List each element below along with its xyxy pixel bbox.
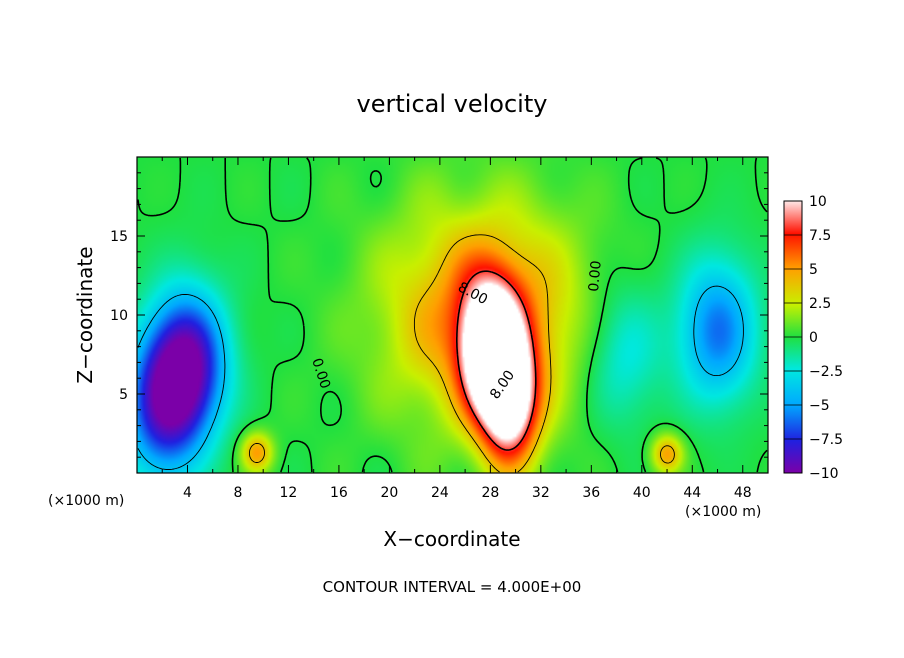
field-image [137, 157, 768, 473]
contour-interval-note: CONTOUR INTERVAL = 4.000E+00 [323, 578, 582, 596]
colorbar-tick-label: 0 [809, 330, 818, 346]
x-tick-label: 40 [633, 485, 651, 501]
colorbar-tick-label: −7.5 [809, 432, 843, 448]
x-tick-label: 16 [330, 485, 348, 501]
colorbar-tick-label: −10 [809, 466, 839, 482]
colorbar-tick-label: −2.5 [809, 364, 843, 380]
y-tick-label: 15 [110, 229, 128, 245]
x-tick-label: 8 [233, 485, 242, 501]
x-axis-ticks: 4 8 12 16 20 24 28 32 36 40 44 48 [161, 157, 752, 501]
x-tick-label: 32 [532, 485, 550, 501]
x-tick-label: 24 [431, 485, 449, 501]
contour-lines [137, 157, 768, 473]
x-tick-label: 4 [183, 485, 192, 501]
x-tick-label: 36 [582, 485, 600, 501]
colorbar: 10 7.5 5 2.5 0 −2.5 −5 −7.5 −10 [783, 194, 843, 482]
contour-line [137, 157, 768, 473]
colorbar-ticks: 10 7.5 5 2.5 0 −2.5 −5 −7.5 −10 [784, 194, 843, 482]
colorbar-tick-label: 7.5 [809, 228, 831, 244]
y-axis-title: Z−coordinate [73, 246, 97, 383]
x-tick-label: 20 [380, 485, 398, 501]
contour-label: 0.00 [586, 260, 605, 292]
colorbar-tick-label: 5 [809, 262, 818, 278]
contour-line [137, 285, 744, 470]
y-unit-label: (×1000 m) [48, 493, 124, 509]
y-tick-label: 10 [110, 308, 128, 324]
x-tick-label: 12 [280, 485, 298, 501]
x-tick-label: 48 [734, 485, 752, 501]
contour-line [248, 234, 675, 473]
colorbar-tick-label: −5 [809, 398, 830, 414]
chart-title: vertical velocity [357, 90, 548, 118]
contour-line [456, 270, 537, 451]
y-tick-label: 5 [119, 387, 128, 403]
x-axis-title: X−coordinate [383, 527, 520, 551]
x-tick-label: 44 [683, 485, 701, 501]
x-unit-label: (×1000 m) [685, 504, 761, 520]
colorbar-tick-label: 2.5 [809, 296, 831, 312]
y-axis-ticks: 5 10 15 [110, 172, 768, 458]
colorbar-tick-label: 10 [809, 194, 827, 210]
x-tick-label: 28 [481, 485, 499, 501]
